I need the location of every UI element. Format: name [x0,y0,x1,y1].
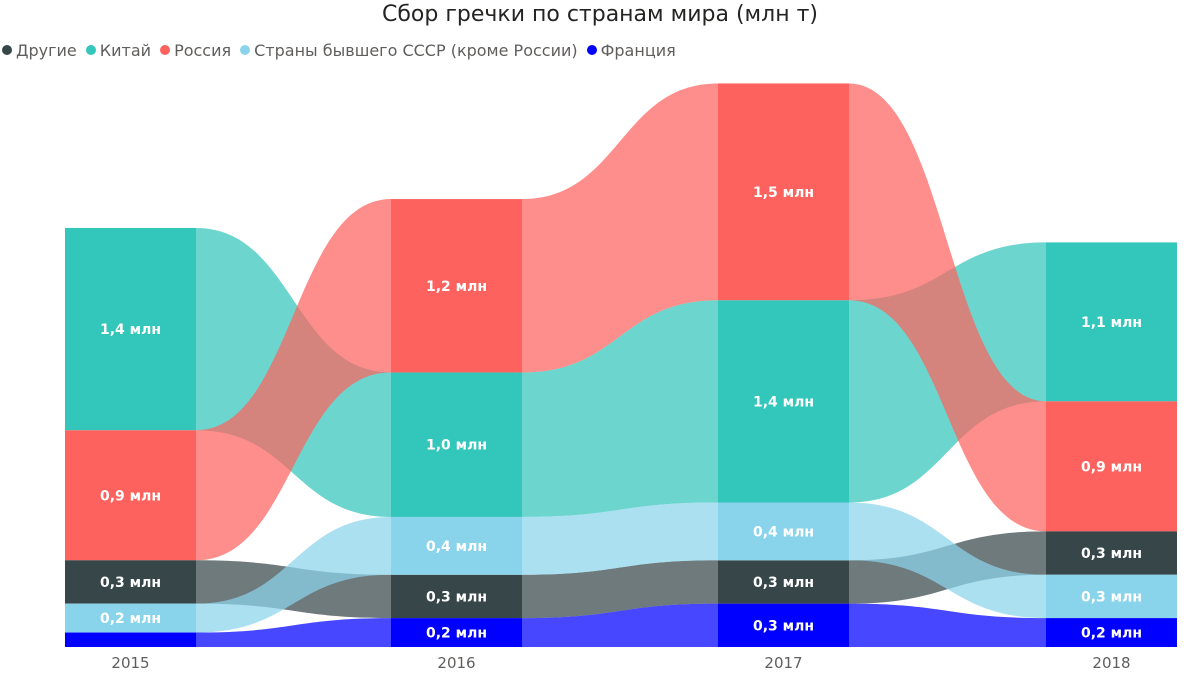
data-label-former-ussr-2016: 0,4 млн [426,539,487,555]
ribbon-former-ussr-2016-2017[interactable] [522,502,718,575]
data-label-russia-2018: 0,9 млн [1081,459,1142,475]
legend-dot-icon [85,45,96,55]
x-tick-2017: 2017 [764,654,802,672]
data-label-china-2018: 1,1 млн [1081,315,1142,331]
bar-china-2017[interactable] [718,300,849,503]
x-tick-2016: 2016 [437,654,475,672]
data-label-china-2015: 1,4 млн [100,322,161,338]
legend-item-others[interactable]: Другие [2,41,77,60]
bar-france-2016[interactable] [391,618,522,647]
legend-dot-icon [2,45,12,55]
data-label-russia-2016: 1,2 млн [426,279,487,295]
bar-france-2017[interactable] [718,603,849,647]
bars-layer [65,83,1177,647]
legend-label: Страны бывшего СССР (кроме России) [254,40,578,60]
bar-others-2015[interactable] [65,560,196,604]
ribbon-others-2016-2017[interactable] [522,560,718,619]
data-label-russia-2017: 1,5 млн [753,185,814,201]
bar-russia-2018[interactable] [1046,401,1177,532]
bar-russia-2015[interactable] [65,430,196,561]
bar-former-ussr-2016[interactable] [391,516,522,575]
ribbon-france-2016-2017[interactable] [522,603,718,647]
legend-dot-icon [586,45,597,55]
data-label-others-2017: 0,3 млн [753,575,814,591]
data-label-others-2016: 0,3 млн [426,589,487,605]
bar-china-2015[interactable] [65,227,196,431]
legend: Другие Китай Россия Страны бывшего СССР … [2,38,676,62]
legend-item-former-ussr[interactable]: Страны бывшего СССР (кроме России) [240,41,578,60]
bar-china-2018[interactable] [1046,242,1177,402]
data-label-former-ussr-2017: 0,4 млн [753,524,814,540]
bar-france-2018[interactable] [1046,618,1177,647]
legend-label: Франция [600,40,676,60]
legend-dot-icon [160,45,171,55]
chart-title: Сбор гречки по странам мира (млн т) [382,2,818,27]
bar-russia-2016[interactable] [391,199,522,373]
data-label-former-ussr-2018: 0,3 млн [1081,589,1142,605]
ribbon-russia-2016-2017[interactable] [522,83,718,373]
ribbon-russia-2017-2018[interactable] [849,83,1046,532]
data-label-france-2017: 0,3 млн [753,618,814,634]
legend-item-china[interactable]: Китай [85,40,152,60]
data-label-others-2015: 0,3 млн [100,575,161,591]
legend-item-russia[interactable]: Россия [160,41,231,60]
bar-former-ussr-2017[interactable] [718,502,849,561]
ribbon-russia-2015-2016[interactable] [196,199,391,561]
data-label-france-2016: 0,2 млн [426,626,487,642]
bar-former-ussr-2018[interactable] [1046,574,1177,619]
legend-label: Китай [99,40,152,60]
bar-others-2018[interactable] [1046,531,1177,575]
x-tick-2018: 2018 [1092,654,1130,672]
legend-label: Россия [174,40,232,60]
ribbon-france-2015-2016[interactable] [196,618,391,647]
bar-russia-2017[interactable] [718,83,849,301]
data-label-china-2017: 1,4 млн [753,394,814,410]
ribbon-france-2017-2018[interactable] [849,603,1046,647]
legend-item-france[interactable]: Франция [586,40,676,60]
x-axis: 2015 2016 2017 2018 [111,654,1130,672]
ribbons-layer [196,83,1046,647]
data-label-france-2018: 0,2 млн [1081,626,1142,642]
data-label-russia-2015: 0,9 млн [100,488,161,504]
legend-label: Другие [16,40,77,60]
bar-france-2015[interactable] [65,632,196,647]
ribbon-former-ussr-2017-2018[interactable] [849,502,1046,619]
ribbon-former-ussr-2015-2016[interactable] [196,516,391,633]
data-label-others-2018: 0,3 млн [1081,546,1142,562]
x-tick-2015: 2015 [111,654,149,672]
data-label-former-ussr-2015: 0,2 млн [100,611,161,627]
bar-others-2016[interactable] [391,574,522,619]
bar-china-2016[interactable] [391,372,522,517]
legend-dot-icon [240,45,251,55]
labels-layer: 1,4 млн 1,0 млн 1,4 млн 1,1 млн 0,9 млн 1,2 м… [100,185,1142,642]
data-label-china-2016: 1,0 млн [426,438,487,454]
ribbon-china-2016-2017[interactable] [522,300,718,517]
bar-former-ussr-2015[interactable] [65,603,196,633]
bar-others-2017[interactable] [718,560,849,604]
